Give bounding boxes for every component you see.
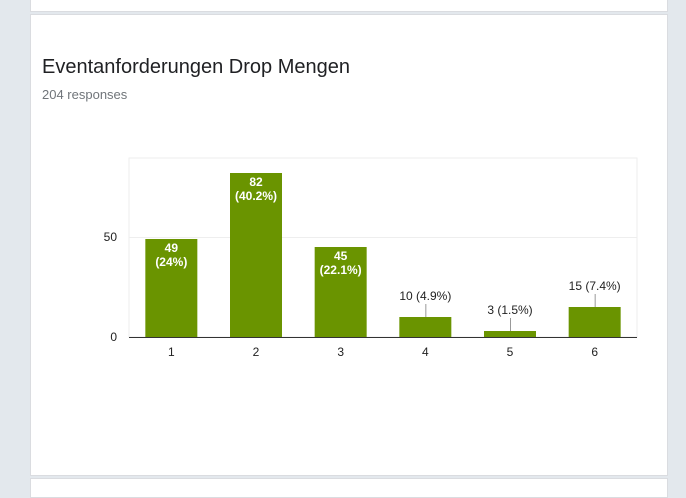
x-tick-label: 1 bbox=[168, 345, 175, 359]
plot-frame bbox=[128, 157, 638, 338]
x-tick-label: 3 bbox=[337, 345, 344, 359]
bar bbox=[230, 173, 282, 337]
bar bbox=[145, 239, 198, 337]
bar bbox=[399, 317, 452, 337]
data-label: 82 bbox=[249, 175, 263, 189]
data-label: 49 bbox=[165, 241, 179, 255]
data-label: 3 (1.5%) bbox=[487, 303, 532, 317]
bar bbox=[568, 307, 621, 337]
x-tick-label: 5 bbox=[507, 345, 514, 359]
x-tick-label: 2 bbox=[253, 345, 260, 359]
y-tick-label: 50 bbox=[104, 230, 118, 244]
data-label: (40.2%) bbox=[235, 189, 277, 203]
previous-card-bottom bbox=[30, 0, 668, 12]
data-label: 15 (7.4%) bbox=[569, 279, 621, 293]
bar bbox=[484, 331, 536, 337]
x-tick-label: 4 bbox=[422, 345, 429, 359]
next-card-top bbox=[30, 478, 668, 498]
x-tick-label: 6 bbox=[591, 345, 598, 359]
question-title: Eventanforderungen Drop Mengen bbox=[42, 56, 350, 78]
y-tick-label: 0 bbox=[110, 330, 117, 344]
data-label: (22.1%) bbox=[320, 263, 362, 277]
bar bbox=[314, 247, 367, 337]
data-label: (24%) bbox=[155, 255, 187, 269]
response-count: 204 responses bbox=[42, 87, 128, 102]
data-label: 10 (4.9%) bbox=[399, 289, 451, 303]
question-summary-card bbox=[30, 14, 668, 476]
data-label: 45 bbox=[334, 249, 348, 263]
